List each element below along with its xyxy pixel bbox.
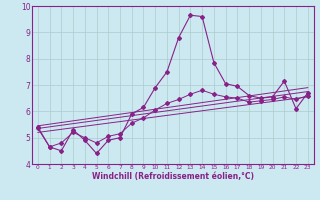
X-axis label: Windchill (Refroidissement éolien,°C): Windchill (Refroidissement éolien,°C) bbox=[92, 172, 254, 181]
